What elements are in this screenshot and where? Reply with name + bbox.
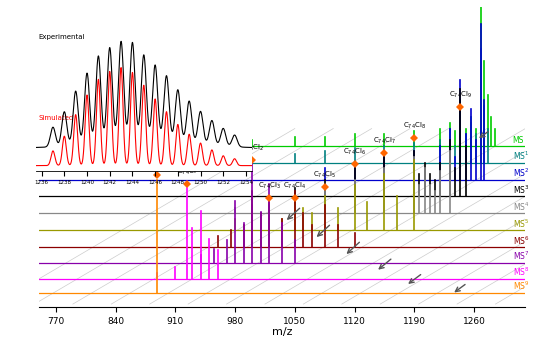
Text: MS$^2$: MS$^2$ <box>513 166 529 179</box>
Text: MS$^1$: MS$^1$ <box>513 149 529 162</box>
Text: Experimental: Experimental <box>38 34 85 40</box>
Text: C$_{74}$Cl$_7$: C$_{74}$Cl$_7$ <box>373 135 396 146</box>
Text: MS$^4$: MS$^4$ <box>513 200 529 213</box>
Text: C$_{74}$Cl$_9$: C$_{74}$Cl$_9$ <box>449 90 472 100</box>
Text: C$_{74}$Cl: C$_{74}$Cl <box>178 166 197 177</box>
X-axis label: m/z: m/z <box>272 327 293 337</box>
Text: MS$^5$: MS$^5$ <box>513 217 529 229</box>
Text: C$_{74}$Cl$_5$: C$_{74}$Cl$_5$ <box>313 169 336 179</box>
Text: MS$^6$: MS$^6$ <box>513 234 529 247</box>
Text: MS$^3$: MS$^3$ <box>513 183 529 196</box>
Text: C$_{74}$Cl$_2$: C$_{74}$Cl$_2$ <box>241 143 264 153</box>
Text: MS: MS <box>513 136 524 145</box>
Text: MS$^8$: MS$^8$ <box>513 265 529 278</box>
Text: MS$^9$: MS$^9$ <box>513 280 529 292</box>
Text: C$_{74}$Cl$_6$: C$_{74}$Cl$_6$ <box>343 147 366 157</box>
Text: C$_{74}$Cl$_8$: C$_{74}$Cl$_8$ <box>403 121 426 131</box>
Text: Simulated: Simulated <box>38 116 74 121</box>
Text: MS$^7$: MS$^7$ <box>513 250 529 262</box>
Text: C$_{74}$Cl$_4$: C$_{74}$Cl$_4$ <box>283 181 306 191</box>
Text: C$_{74}$: C$_{74}$ <box>150 158 163 168</box>
Text: C$_{74}$Cl$_3$: C$_{74}$Cl$_3$ <box>258 181 281 191</box>
